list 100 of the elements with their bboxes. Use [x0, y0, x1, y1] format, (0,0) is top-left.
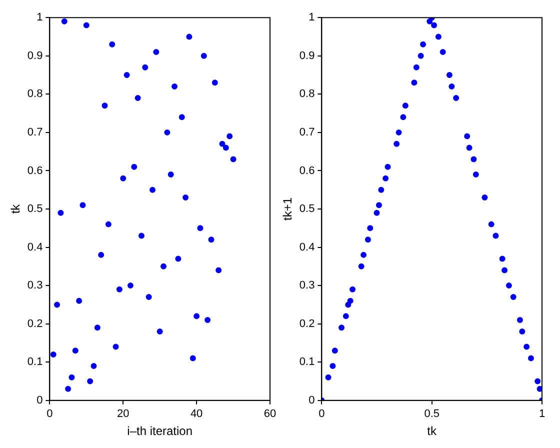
point: [142, 64, 148, 70]
point: [418, 52, 424, 59]
point: [54, 302, 60, 308]
point: [105, 221, 112, 228]
y-tick-label: 0.5: [27, 203, 43, 216]
point: [90, 362, 97, 369]
point: [378, 186, 384, 193]
point: [134, 94, 141, 101]
point: [150, 186, 156, 193]
point: [440, 49, 446, 56]
point: [464, 133, 470, 140]
x-tick-label: 0.5: [424, 408, 440, 420]
point: [420, 41, 426, 48]
point: [160, 263, 167, 270]
point: [413, 64, 420, 70]
point: [178, 114, 185, 120]
y-tick-label: 0.4: [299, 241, 315, 254]
y-tick-label: 0.9: [27, 50, 43, 62]
point: [175, 256, 182, 262]
point: [488, 221, 494, 228]
point: [396, 129, 402, 136]
y-tick-label: 0.5: [299, 203, 315, 216]
y-tick-label: 0.8: [27, 88, 43, 100]
point: [186, 34, 192, 40]
point: [194, 313, 200, 320]
point: [384, 164, 391, 170]
point: [342, 313, 349, 320]
y-tick-label: 1: [36, 12, 43, 24]
point: [519, 328, 526, 334]
point: [492, 232, 499, 239]
point: [208, 236, 214, 243]
point: [72, 348, 78, 354]
point: [146, 294, 152, 300]
y-tick-label: 0.1: [299, 356, 315, 368]
x-tick-label: 60: [264, 408, 276, 420]
y-tick-label: 0.8: [299, 88, 315, 100]
point: [58, 210, 64, 216]
point: [382, 175, 389, 182]
point: [534, 378, 541, 384]
point: [120, 175, 126, 182]
y-tick-label: 0.3: [27, 280, 43, 292]
point: [528, 355, 534, 362]
point: [219, 140, 226, 147]
point: [83, 22, 90, 28]
point: [482, 194, 488, 201]
point: [446, 72, 452, 78]
point: [80, 202, 86, 208]
point: [87, 378, 94, 384]
point: [325, 374, 332, 380]
y-tick-label: 0: [36, 394, 43, 406]
point: [330, 362, 336, 369]
point: [168, 172, 174, 178]
point: [138, 232, 144, 239]
point: [453, 94, 460, 101]
point: [402, 102, 408, 109]
point: [448, 84, 455, 90]
y-tick-label: 0.3: [299, 280, 315, 292]
y-axis-title: tk: [8, 203, 23, 214]
point: [50, 351, 56, 358]
point: [112, 344, 119, 350]
y-tick-label: 0.2: [27, 318, 43, 330]
x-tick-label: 40: [190, 408, 203, 420]
point: [376, 202, 382, 208]
point: [524, 344, 530, 350]
point: [472, 172, 479, 178]
point: [216, 267, 222, 274]
point: [131, 164, 138, 170]
x-tick-label: 1: [538, 408, 546, 420]
point: [226, 133, 233, 140]
x-axis-title: i–th iteration: [127, 424, 193, 438]
point: [127, 282, 134, 289]
y-axis-title: tk+1: [280, 197, 295, 221]
point: [426, 18, 433, 24]
point: [347, 298, 354, 304]
y-tick-label: 0: [308, 394, 315, 406]
point: [212, 80, 218, 86]
x-tick-label: 0: [318, 408, 325, 420]
point: [374, 210, 380, 216]
point: [536, 386, 542, 392]
point: [61, 18, 68, 24]
y-tick-label: 0.2: [299, 318, 315, 330]
point: [350, 286, 356, 292]
point: [102, 102, 108, 109]
y-tick-label: 0.6: [299, 164, 315, 177]
point: [358, 263, 364, 270]
x-tick-label: 0: [46, 408, 53, 420]
y-tick-label: 0.6: [27, 164, 43, 177]
point: [156, 328, 163, 334]
point: [411, 80, 418, 86]
point: [470, 156, 477, 162]
x-axis-title: tk: [427, 424, 438, 438]
point: [360, 252, 367, 258]
point: [172, 84, 178, 90]
y-tick-label: 0.9: [299, 50, 315, 62]
point: [109, 41, 116, 48]
point: [153, 49, 160, 56]
point: [204, 317, 211, 324]
point: [400, 114, 406, 120]
point: [200, 52, 207, 59]
point: [230, 156, 236, 162]
